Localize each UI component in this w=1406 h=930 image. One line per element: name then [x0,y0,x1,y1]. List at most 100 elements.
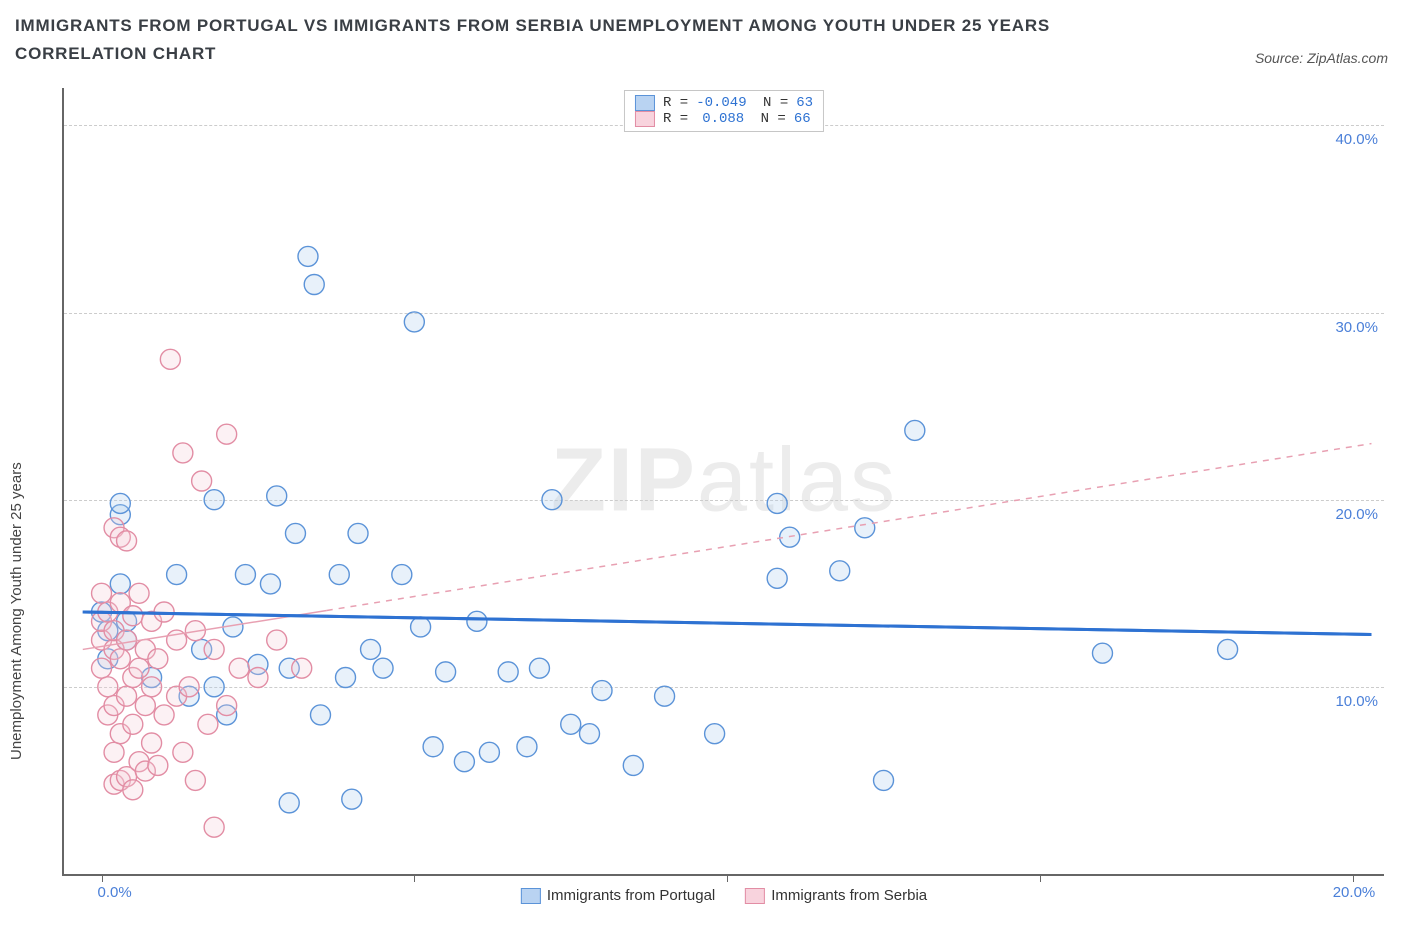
data-point [185,770,205,790]
data-point [123,780,143,800]
y-axis-label: Unemployment Among Youth under 25 years [8,462,25,760]
data-point [436,662,456,682]
series-legend: Immigrants from Portugal Immigrants from… [521,887,927,904]
data-point [235,565,255,585]
data-point [373,658,393,678]
data-point [104,742,124,762]
data-point [110,649,130,669]
data-point [454,752,474,772]
data-point [204,639,224,659]
data-point [204,817,224,837]
data-point [267,486,287,506]
scatter-svg [64,88,1384,874]
data-point [142,677,162,697]
chart-plot-area: ZIPatlas 10.0%20.0%30.0%40.0% 0.0%20.0% … [62,88,1384,876]
data-point [285,523,305,543]
data-point [336,668,356,688]
data-point [767,568,787,588]
data-point [148,649,168,669]
data-point [173,742,193,762]
r-value-serbia: 0.088 [702,111,744,127]
data-point [411,617,431,637]
data-point [529,658,549,678]
data-point [310,705,330,725]
data-point [129,583,149,603]
legend-swatch-serbia [635,111,655,127]
data-point [905,420,925,440]
data-point [267,630,287,650]
data-point [467,611,487,631]
data-point [204,677,224,697]
x-tick [727,874,728,882]
x-tick-label: 0.0% [98,884,132,901]
data-point [117,686,137,706]
data-point [579,724,599,744]
data-point [1092,643,1112,663]
data-point [160,349,180,369]
data-point [98,677,118,697]
data-point [479,742,499,762]
data-point [192,471,212,491]
data-point [592,681,612,701]
correlation-legend: R = -0.049 N = 63 R = 0.088 N = 66 [624,90,824,132]
data-point [874,770,894,790]
data-point [92,658,112,678]
data-point [279,793,299,813]
data-point [260,574,280,594]
trend-line [327,444,1372,611]
data-point [655,686,675,706]
data-point [404,312,424,332]
data-point [217,424,237,444]
data-point [229,658,249,678]
data-point [129,658,149,678]
data-point [117,630,137,650]
data-point [198,714,218,734]
data-point [292,658,312,678]
data-point [329,565,349,585]
data-point [623,755,643,775]
data-point [1218,639,1238,659]
data-point [135,696,155,716]
data-point [561,714,581,734]
legend-row-portugal: R = -0.049 N = 63 [635,95,813,111]
data-point [298,246,318,266]
data-point [498,662,518,682]
data-point [110,574,130,594]
data-point [342,789,362,809]
chart-title: IMMIGRANTS FROM PORTUGAL VS IMMIGRANTS F… [15,12,1115,68]
data-point [148,755,168,775]
x-tick-label: 20.0% [1333,884,1376,901]
n-value-serbia: 66 [794,111,811,127]
data-point [248,668,268,688]
data-point [217,696,237,716]
data-point [154,705,174,725]
n-value-portugal: 63 [796,95,813,111]
data-point [392,565,412,585]
data-point [705,724,725,744]
r-value-portugal: -0.049 [696,95,746,111]
data-point [767,493,787,513]
legend-label-serbia: Immigrants from Serbia [771,887,927,904]
data-point [173,443,193,463]
legend-label-portugal: Immigrants from Portugal [547,887,715,904]
data-point [517,737,537,757]
data-point [110,493,130,513]
data-point [123,606,143,626]
legend-item-serbia: Immigrants from Serbia [745,887,927,904]
data-point [123,714,143,734]
legend-swatch-portugal [635,95,655,111]
x-tick [1040,874,1041,882]
legend-swatch-portugal-bottom [521,888,541,904]
data-point [423,737,443,757]
data-point [92,583,112,603]
source-attribution: Source: ZipAtlas.com [1255,50,1388,66]
legend-row-serbia: R = 0.088 N = 66 [635,111,813,127]
legend-swatch-serbia-bottom [745,888,765,904]
legend-item-portugal: Immigrants from Portugal [521,887,715,904]
data-point [167,565,187,585]
x-tick [414,874,415,882]
data-point [830,561,850,581]
data-point [204,490,224,510]
data-point [304,275,324,295]
data-point [542,490,562,510]
